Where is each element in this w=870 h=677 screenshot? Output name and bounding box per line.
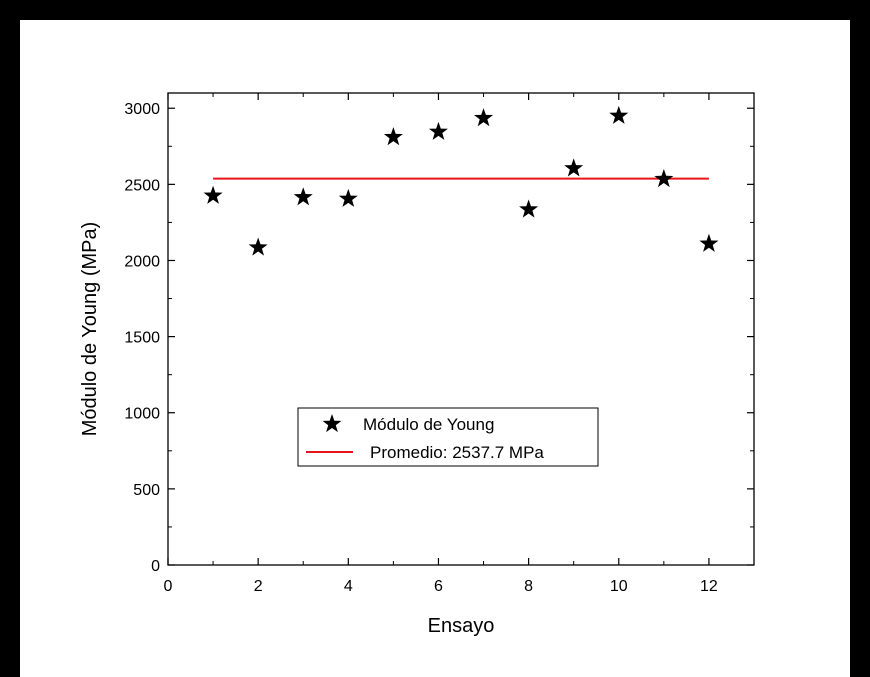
legend-entry-promedio: Promedio: 2537.7 MPa bbox=[370, 443, 544, 462]
x-tick-label: 4 bbox=[344, 578, 353, 595]
y-tick-label: 0 bbox=[151, 558, 160, 575]
y-tick-label: 3000 bbox=[124, 101, 160, 118]
legend-star-icon bbox=[322, 414, 342, 433]
data-point-star bbox=[383, 127, 403, 146]
x-tick-label: 10 bbox=[610, 578, 628, 595]
x-axis: 0 2 4 6 8 10 12 bbox=[164, 93, 718, 595]
plot-area bbox=[167, 92, 755, 566]
data-point-star bbox=[474, 108, 494, 127]
legend-entry-modulo: Módulo de Young bbox=[363, 415, 494, 434]
data-point-star bbox=[564, 158, 584, 177]
x-tick-label: 2 bbox=[254, 578, 263, 595]
y-tick-label: 2500 bbox=[124, 177, 160, 194]
y-axis-label: Módulo de Young (MPa) bbox=[79, 222, 101, 437]
legend-star-shape bbox=[322, 414, 342, 433]
data-point-star bbox=[654, 169, 674, 188]
frame-border-top bbox=[0, 0, 870, 20]
legend-box bbox=[297, 407, 599, 467]
y-tick-label: 2000 bbox=[124, 253, 160, 270]
data-point-star bbox=[338, 188, 358, 207]
series-layer bbox=[203, 105, 719, 256]
x-tick-label: 12 bbox=[700, 578, 718, 595]
data-point-star bbox=[699, 233, 719, 252]
x-tick-label: 0 bbox=[164, 578, 173, 595]
data-point-star bbox=[428, 121, 448, 140]
legend: Módulo de Young Promedio: 2537.7 MPa bbox=[297, 407, 599, 467]
y-axis: 0 500 1000 1500 2000 2500 3000 bbox=[124, 101, 754, 575]
data-point-star bbox=[293, 187, 313, 206]
y-tick-label: 1000 bbox=[124, 406, 160, 423]
data-point-star bbox=[519, 199, 539, 218]
x-axis-label: Ensayo bbox=[428, 615, 495, 637]
x-tick-label: 6 bbox=[434, 578, 443, 595]
y-tick-label: 1500 bbox=[124, 330, 160, 347]
data-point-star bbox=[248, 237, 268, 256]
data-point-star bbox=[609, 105, 629, 124]
frame-border-left bbox=[0, 0, 20, 677]
frame-border-right bbox=[850, 0, 870, 677]
data-point-star bbox=[203, 185, 223, 204]
y-tick-label: 500 bbox=[133, 482, 160, 499]
x-tick-label: 8 bbox=[524, 578, 533, 595]
